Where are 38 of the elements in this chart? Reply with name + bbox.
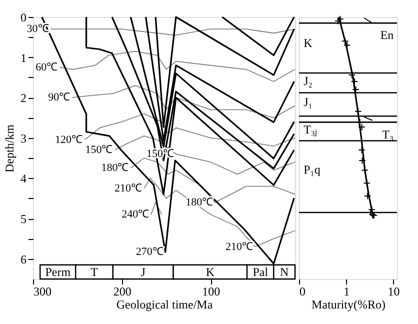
x-tick-label: 1 xyxy=(344,284,350,298)
x-tick-label: 0 xyxy=(300,284,306,298)
ref-line-label: J₁ xyxy=(304,95,312,110)
annotation: 270℃ xyxy=(136,246,164,258)
annotation: En xyxy=(380,28,394,42)
band-label: Pal xyxy=(252,264,269,279)
ref-line-label: P₁q xyxy=(304,162,320,176)
ref-line-label: K xyxy=(304,36,313,50)
y-axis-title: Depth/km xyxy=(2,124,16,172)
band-label: Perm xyxy=(45,264,72,279)
x-tick-label: 100 xyxy=(202,284,220,298)
band-label: K xyxy=(206,264,215,279)
annotation: 210℃ xyxy=(226,240,254,253)
y-tick-label: 4 xyxy=(20,172,26,186)
y-tick-label: 2 xyxy=(20,91,26,106)
band-label: T xyxy=(90,264,99,279)
annotation: 240℃ xyxy=(122,208,150,221)
band-label: J xyxy=(140,264,146,279)
y-tick-label: 1 xyxy=(20,50,26,65)
annotation: 180℃ xyxy=(186,196,214,208)
band-label: N xyxy=(280,264,290,279)
y-tick-label: 3 xyxy=(20,131,26,146)
annotation: 90℃ xyxy=(48,92,70,104)
annotation: 150℃ xyxy=(85,144,113,156)
x-tick-label: 200 xyxy=(113,284,132,298)
x-axis-title: Geological time/Ma xyxy=(116,298,214,312)
x-tick-label: 300 xyxy=(34,284,52,298)
x-axis-title: Maturity(%Ro) xyxy=(312,298,386,312)
ref-line-label: T₃ⱼ xyxy=(304,122,318,137)
annotation: 60℃ xyxy=(36,61,58,74)
x-tick-label: 10 xyxy=(388,284,400,298)
ref-line-label: J₂ xyxy=(304,74,312,88)
annotation: 180℃ xyxy=(101,162,129,174)
y-tick-label: 5 xyxy=(20,212,26,226)
annotation: 210℃ xyxy=(114,182,142,194)
y-tick-label: 6 xyxy=(20,252,26,266)
y-tick-label: 0 xyxy=(20,10,26,24)
annotation: 120℃ xyxy=(55,134,83,146)
